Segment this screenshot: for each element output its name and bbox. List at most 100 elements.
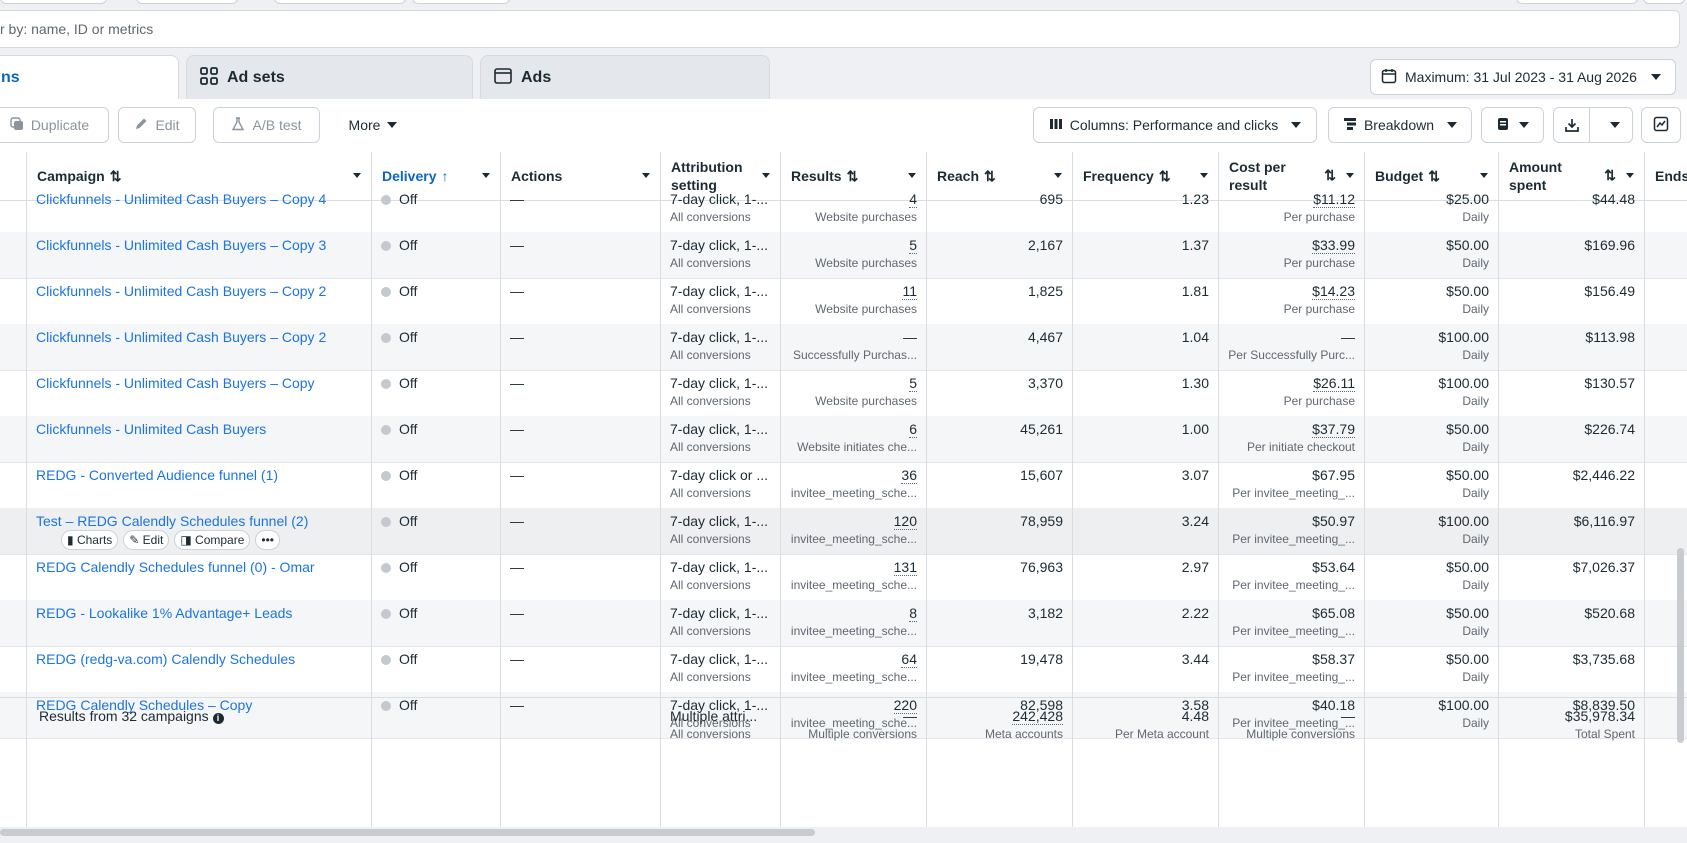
- cost-per-result-value[interactable]: $26.11: [1313, 375, 1355, 392]
- sort-icon[interactable]: ⇅: [1324, 167, 1336, 183]
- row-edit-button[interactable]: ✎ Edit: [123, 530, 170, 550]
- sort-icon[interactable]: ⇅: [984, 167, 996, 184]
- results-value[interactable]: 36: [901, 467, 917, 484]
- campaign-name-link[interactable]: Clickfunnels - Unlimited Cash Buyers – C…: [36, 191, 327, 207]
- table-row[interactable]: REDG (redg-va.com) Calendly Schedules Off…: [0, 646, 1687, 693]
- date-range-picker[interactable]: Maximum: 31 Jul 2023 - 31 Aug 2026: [1370, 59, 1676, 95]
- row-more-button[interactable]: •••: [255, 530, 280, 550]
- top-button[interactable]: [412, 0, 510, 4]
- info-icon[interactable]: i: [212, 713, 224, 724]
- campaign-name-link[interactable]: Test – REDG Calendly Schedules funnel (2…: [36, 513, 309, 529]
- column-header-results[interactable]: Results ⇅: [781, 152, 927, 200]
- column-header-cost-per-result[interactable]: Cost per result ⇅: [1219, 152, 1365, 200]
- column-header-ends[interactable]: Ends: [1645, 152, 1687, 200]
- chevron-down-icon[interactable]: [1346, 173, 1354, 178]
- chevron-down-icon[interactable]: [482, 173, 490, 178]
- download-icon[interactable]: [1554, 108, 1590, 142]
- export-dropdown-button[interactable]: [1597, 122, 1632, 128]
- tab-campaigns[interactable]: ns: [0, 55, 179, 100]
- results-value[interactable]: 64: [901, 651, 917, 668]
- results-value[interactable]: 120: [893, 513, 917, 530]
- top-button[interactable]: [1516, 0, 1638, 4]
- column-header-reach-label: Reach: [937, 168, 980, 184]
- columns-button[interactable]: Columns: Performance and clicks: [1033, 107, 1317, 143]
- column-header-reach[interactable]: Reach ⇅: [927, 152, 1073, 200]
- campaign-name-link[interactable]: Clickfunnels - Unlimited Cash Buyers – C…: [36, 375, 315, 391]
- summary-reach[interactable]: 242,428: [1012, 708, 1063, 725]
- sort-icon[interactable]: ⇅: [1428, 167, 1440, 184]
- chevron-down-icon[interactable]: [642, 173, 650, 178]
- results-value[interactable]: 8: [909, 605, 917, 622]
- row-charts-button[interactable]: ▮ Charts: [61, 530, 119, 550]
- more-button[interactable]: More: [333, 107, 413, 143]
- horizontal-scrollbar[interactable]: [0, 829, 815, 836]
- campaign-name-link[interactable]: Clickfunnels - Unlimited Cash Buyers – C…: [36, 237, 327, 253]
- top-button[interactable]: [1643, 0, 1685, 4]
- breakdown-button[interactable]: Breakdown: [1328, 107, 1472, 143]
- column-header-actions[interactable]: Actions: [501, 152, 661, 200]
- campaign-name-link[interactable]: Clickfunnels - Unlimited Cash Buyers – C…: [36, 283, 327, 299]
- top-button[interactable]: [274, 0, 406, 4]
- column-header-attribution[interactable]: Attribution setting: [661, 152, 781, 200]
- table-row[interactable]: Clickfunnels - Unlimited Cash Buyers – C…: [0, 324, 1687, 371]
- sort-icon[interactable]: ⇅: [1158, 167, 1171, 184]
- sort-icon[interactable]: ⇅: [109, 167, 122, 184]
- chevron-down-icon[interactable]: [353, 173, 361, 178]
- chevron-down-icon[interactable]: [908, 173, 916, 178]
- results-value[interactable]: 4: [909, 191, 917, 208]
- view-charts-button[interactable]: [1641, 107, 1681, 143]
- sort-icon[interactable]: ⇅: [1604, 167, 1616, 183]
- chevron-down-icon[interactable]: [1200, 173, 1208, 178]
- column-header-campaign[interactable]: Campaign ⇅: [27, 152, 372, 200]
- search-filter-bar[interactable]: r by: name, ID or metrics: [0, 10, 1680, 48]
- column-header-budget[interactable]: Budget ⇅: [1365, 152, 1499, 200]
- top-button[interactable]: [136, 0, 238, 4]
- results-value[interactable]: 5: [909, 375, 917, 392]
- sort-ascending-icon[interactable]: ↑: [441, 168, 449, 184]
- cost-per-result-value[interactable]: $11.12: [1313, 191, 1355, 208]
- column-header-delivery[interactable]: Delivery ↑: [372, 152, 501, 200]
- edit-button[interactable]: Edit: [118, 107, 196, 143]
- results-value[interactable]: 6: [909, 421, 917, 438]
- duplicate-button[interactable]: Duplicate: [0, 107, 109, 143]
- table-row[interactable]: Clickfunnels - Unlimited Cash Buyers – C…: [0, 186, 1687, 233]
- chevron-down-icon[interactable]: [762, 173, 770, 178]
- chevron-down-icon[interactable]: [1626, 173, 1634, 178]
- results-value[interactable]: 5: [909, 237, 917, 254]
- reports-button[interactable]: [1481, 107, 1544, 143]
- table-row[interactable]: REDG - Lookalike 1% Advantage+ Leads Off —…: [0, 600, 1687, 647]
- budget-value: $50.00: [1446, 651, 1489, 667]
- table-row[interactable]: Test – REDG Calendly Schedules funnel (2…: [0, 508, 1687, 555]
- column-header-attribution-label: Attribution setting: [671, 159, 743, 193]
- table-row[interactable]: REDG Calendly Schedules – Copy Off —7-day …: [0, 692, 1687, 739]
- campaign-name-link[interactable]: REDG Calendly Schedules funnel (0) - Oma…: [36, 559, 315, 575]
- vertical-scrollbar[interactable]: [1677, 548, 1684, 743]
- results-value[interactable]: 131: [893, 559, 917, 576]
- column-header-amount-spent[interactable]: Amount spent ⇅: [1499, 152, 1645, 200]
- ab-test-button[interactable]: A/B test: [213, 107, 320, 143]
- tab-ads[interactable]: Ads: [480, 55, 770, 100]
- campaign-name-link[interactable]: REDG (redg-va.com) Calendly Schedules: [36, 651, 296, 667]
- column-header-frequency[interactable]: Frequency ⇅: [1073, 152, 1219, 200]
- row-compare-button[interactable]: ◨ Compare: [174, 530, 251, 550]
- table-row[interactable]: REDG - Converted Audience funnel (1) Off —…: [0, 462, 1687, 509]
- table-row[interactable]: REDG Calendly Schedules funnel (0) - Oma…: [0, 554, 1687, 601]
- campaign-name-link[interactable]: REDG - Lookalike 1% Advantage+ Leads: [36, 605, 293, 621]
- cost-per-result-value[interactable]: $33.99: [1312, 237, 1355, 254]
- table-row[interactable]: Clickfunnels - Unlimited Cash Buyers – C…: [0, 232, 1687, 279]
- sort-icon[interactable]: ⇅: [846, 167, 859, 184]
- table-row[interactable]: Clickfunnels - Unlimited Cash Buyers – C…: [0, 278, 1687, 325]
- chevron-down-icon[interactable]: [1480, 173, 1488, 178]
- table-row[interactable]: Clickfunnels - Unlimited Cash Buyers – C…: [0, 370, 1687, 417]
- table-row[interactable]: Clickfunnels - Unlimited Cash Buyers Off —…: [0, 416, 1687, 463]
- cost-per-result-value[interactable]: $14.23: [1312, 283, 1355, 300]
- campaign-name-link[interactable]: Clickfunnels - Unlimited Cash Buyers – C…: [36, 329, 327, 345]
- top-button[interactable]: [0, 0, 107, 4]
- select-column-header[interactable]: [0, 152, 27, 200]
- campaign-name-link[interactable]: Clickfunnels - Unlimited Cash Buyers: [36, 421, 267, 437]
- campaign-name-link[interactable]: REDG - Converted Audience funnel (1): [36, 467, 279, 483]
- results-value[interactable]: 11: [902, 283, 917, 300]
- cost-per-result-value[interactable]: $37.79: [1312, 421, 1355, 438]
- tab-ad-sets[interactable]: Ad sets: [186, 55, 473, 100]
- chevron-down-icon[interactable]: [1054, 173, 1062, 178]
